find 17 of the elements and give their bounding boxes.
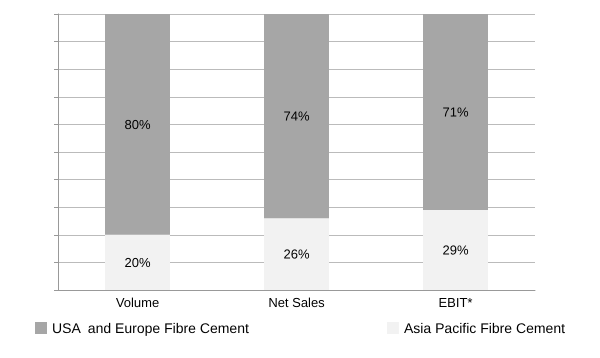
bar (423, 14, 488, 210)
bar (264, 14, 329, 218)
data-label: 29% (442, 242, 469, 258)
x-tick-label: Volume (116, 295, 160, 310)
data-label: 20% (124, 254, 151, 270)
x-tick-label: Net Sales (268, 295, 326, 310)
data-label: 26% (283, 246, 310, 262)
bar (105, 14, 170, 235)
bar (105, 234, 170, 290)
bar (264, 218, 329, 290)
x-tick-label: EBIT* (438, 295, 472, 310)
legend-label: Asia Pacific Fibre Cement (404, 320, 566, 336)
legend-label: USA and Europe Fibre Cement (52, 320, 249, 336)
data-label: 74% (283, 108, 310, 124)
bar (423, 210, 488, 290)
data-label: 71% (442, 104, 469, 120)
data-label: 80% (124, 116, 151, 132)
